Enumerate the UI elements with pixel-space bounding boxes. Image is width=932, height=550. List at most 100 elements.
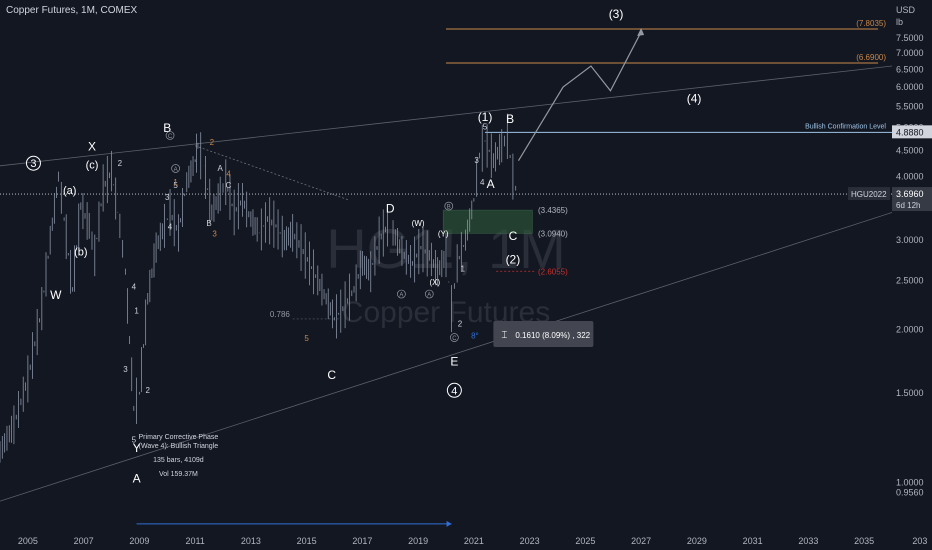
y-tick-label: 1.0000 xyxy=(896,478,924,488)
x-tick-label: 2031 xyxy=(743,536,763,546)
wave-label: 2 xyxy=(210,138,215,147)
x-tick-label: 2007 xyxy=(74,536,94,546)
x-tick-label: 2011 xyxy=(185,536,204,546)
wave-label: 3 xyxy=(212,229,217,238)
price-tag-bg xyxy=(892,187,932,212)
wave-label: Y xyxy=(133,441,141,455)
x-tick-label: 2021 xyxy=(464,536,484,546)
y-tick-label: 4.5000 xyxy=(896,146,924,156)
symbol-tag-bg xyxy=(848,187,890,201)
x-tick-label: 2019 xyxy=(408,536,428,546)
corrective-note-line: Vol 159.37M xyxy=(159,471,198,478)
wave-label: (2) xyxy=(506,252,521,266)
triangle-upper-line xyxy=(194,145,349,201)
corrective-note-line: 135 bars, 4109d xyxy=(153,457,204,464)
wave-label: 4 xyxy=(168,222,173,231)
small-wave-circle-label: C xyxy=(168,134,173,140)
wave-label: 2 xyxy=(458,319,463,328)
red-level-label: (2.6055) xyxy=(538,267,568,276)
x-tick-label: 2035 xyxy=(854,536,874,546)
projection-arrowhead xyxy=(637,27,645,36)
wave-label: 1 xyxy=(460,265,465,274)
small-wave-circle-label: A xyxy=(427,293,431,299)
axis-unit-label: lb xyxy=(896,17,904,27)
x-tick-label: 2009 xyxy=(129,536,149,546)
wave-label: 5 xyxy=(483,123,488,132)
measure-box xyxy=(493,321,594,348)
wave-label: B xyxy=(163,121,171,135)
wave-label: (Y) xyxy=(438,229,449,238)
y-tick-label: 6.5000 xyxy=(896,64,924,74)
wave-label: 1 xyxy=(173,178,178,187)
small-wave-circle xyxy=(450,333,459,342)
corrective-note-line: (Wave 4): Bullish Triangle xyxy=(139,443,219,450)
fib-ratio-label: 0.786 xyxy=(270,310,291,319)
wave-label: A xyxy=(218,164,224,173)
wave-label: E xyxy=(450,355,458,369)
small-wave-circle xyxy=(444,201,454,211)
y-tick-label: 5.5000 xyxy=(896,101,924,111)
wave-label: B xyxy=(206,219,211,228)
y-tick-label: 3.0000 xyxy=(896,235,924,245)
symbol-tag: HGU2022 xyxy=(851,190,887,199)
wave-label: 4 xyxy=(480,178,485,187)
x-tick-label: 2027 xyxy=(631,536,651,546)
fib-level-label: (7.8035) xyxy=(856,19,886,28)
support-level-label: (3.0940) xyxy=(538,229,568,238)
y-tick-label: 0.9560 xyxy=(896,488,924,498)
wave-circle-label: 3 xyxy=(30,158,36,170)
wave-label: 3 xyxy=(123,365,128,374)
wave-label: 4 xyxy=(132,282,137,291)
wave-label: D xyxy=(386,201,395,215)
wave-label: (W) xyxy=(412,219,425,228)
x-tick-label: 2023 xyxy=(520,536,540,546)
wave-label: 5 xyxy=(304,334,309,343)
wave-circle-label: 4 xyxy=(451,385,457,397)
x-tick-label: 2005 xyxy=(18,536,38,546)
bullish-confirmation-label: Bullish Confirmation Level xyxy=(805,123,886,130)
channel-upper-line xyxy=(0,65,893,167)
channel-lower-line xyxy=(0,212,893,502)
small-wave-circle xyxy=(397,289,406,299)
price-tag: 3.6960 xyxy=(896,189,924,199)
x-tick-label: 2033 xyxy=(798,536,818,546)
wave-label: (b) xyxy=(74,246,87,258)
wave-label: X xyxy=(88,140,96,154)
wave-label: (1) xyxy=(478,110,493,124)
bullish-confirmation-tag-bg xyxy=(892,125,932,139)
y-tick-label: 1.5000 xyxy=(896,388,924,398)
y-tick-label: 6.0000 xyxy=(896,82,924,92)
projection-path xyxy=(517,31,642,161)
small-wave-circle xyxy=(171,164,180,173)
wave-label: W xyxy=(50,288,62,302)
wave-label: 5 xyxy=(173,181,178,190)
corrective-note-line: Primary Corrective Phase xyxy=(139,434,219,441)
wave-label: 2 xyxy=(146,386,151,395)
angle-label: 8° xyxy=(471,332,479,341)
x-tick-label: 2029 xyxy=(687,536,707,546)
support-zone-box xyxy=(442,209,533,234)
wave-label: (3) xyxy=(609,7,624,21)
x-tick-label: 2013 xyxy=(241,536,261,546)
small-wave-circle xyxy=(424,289,434,299)
wave-circle xyxy=(25,155,41,171)
wave-label: 2 xyxy=(118,159,123,168)
wave-label: A xyxy=(133,472,141,486)
date-range-arrowhead xyxy=(446,520,452,527)
measure-box-text: 0.1610 (8.09%) , 322 xyxy=(515,331,590,340)
wave-label: (c) xyxy=(86,159,99,171)
wave-label: A xyxy=(487,177,495,191)
wave-circle xyxy=(446,382,462,398)
axis-currency-label: USD xyxy=(896,5,916,15)
small-wave-circle-label: A xyxy=(399,293,403,299)
x-tick-label: 203 xyxy=(912,536,927,546)
y-tick-label: 2.0000 xyxy=(896,325,924,335)
measure-icon: ⌶ xyxy=(501,330,507,341)
chart-header-title: Copper Futures, 1M, COMEX xyxy=(6,5,138,16)
x-tick-label: 2015 xyxy=(297,536,317,546)
countdown-tag: 6d 12h xyxy=(896,201,920,210)
support-level-label: (3.4365) xyxy=(538,206,568,215)
wave-label: 3 xyxy=(474,156,479,165)
